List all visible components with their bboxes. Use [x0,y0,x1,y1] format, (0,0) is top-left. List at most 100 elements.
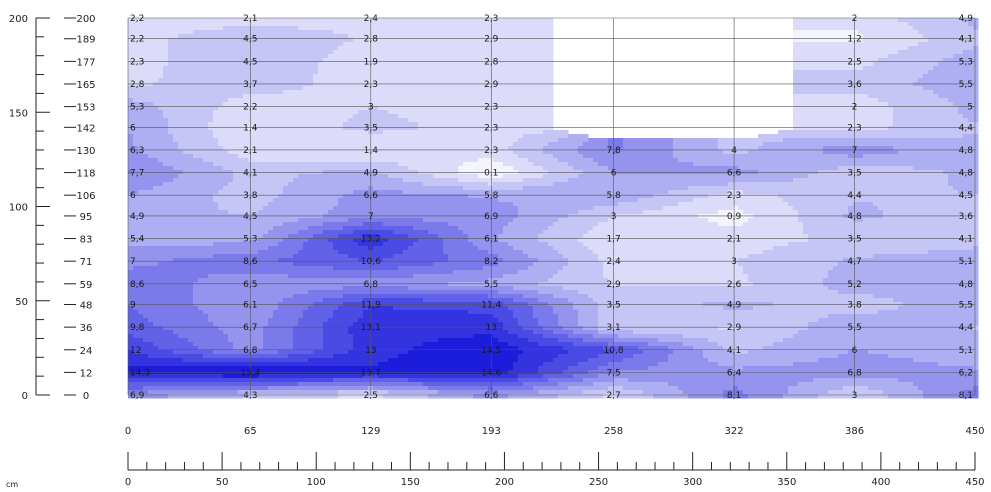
heat-cell [193,98,199,103]
heat-cell [178,146,184,151]
heat-cell [418,142,424,147]
heat-cell [463,26,469,31]
heat-cell [813,126,819,131]
heat-cell [408,102,414,107]
heat-cell [278,74,284,79]
heat-cell [718,142,724,147]
heat-cell [643,142,649,147]
heat-cell [163,134,169,139]
heat-cell [283,110,289,115]
heat-cell [268,166,274,171]
heat-cell [283,138,289,143]
heat-cell [493,138,499,143]
heat-cell [388,134,394,139]
heat-cell [218,106,224,111]
heat-cell [373,86,379,91]
heat-cell [853,62,859,67]
heat-cell [573,154,579,159]
heat-cell [868,130,874,135]
heat-cell [343,134,349,139]
heat-cell [688,154,694,159]
heat-cell [893,142,899,147]
heat-cell [428,166,434,171]
heat-cell [388,94,394,99]
heat-cell [258,150,264,155]
heat-cell [263,34,269,39]
heat-cell [613,158,619,163]
heat-cell [338,166,344,171]
heat-cell [173,50,179,55]
heat-cell [403,142,409,147]
heat-cell [323,134,329,139]
heat-cell [523,94,529,99]
heat-cell [928,98,934,103]
heat-cell [518,50,524,55]
heat-cell [648,162,654,167]
heat-cell [463,18,469,23]
heat-cell [398,38,404,43]
heat-cell [203,90,209,95]
heat-cell [878,46,884,51]
heat-cell [288,150,294,155]
heat-cell [743,162,749,167]
heat-cell [703,162,709,167]
heat-cell [498,58,504,63]
heat-cell [433,134,439,139]
heat-cell [338,158,344,163]
heat-cell [863,86,869,91]
heat-cell [818,54,824,59]
heat-cell [323,42,329,47]
heat-cell [898,58,904,63]
heat-cell [523,30,529,35]
heat-cell [238,130,244,135]
heat-cell [593,154,599,159]
heat-cell [163,106,169,111]
heat-cell [243,26,249,31]
heat-cell [238,110,244,115]
heat-cell [443,114,449,119]
heat-cell [313,146,319,151]
heat-cell [928,142,934,147]
heat-cell [838,62,844,67]
heat-cell [538,22,544,27]
heat-cell [298,58,304,63]
heat-cell [138,122,144,127]
heat-cell [448,106,454,111]
heat-cell [863,54,869,59]
heat-cell [373,114,379,119]
heat-cell [468,110,474,115]
heat-cell [388,46,394,51]
heat-cell [403,74,409,79]
heat-cell [258,158,264,163]
heat-cell [243,102,249,107]
heat-cell [863,62,869,67]
heat-cell [643,166,649,171]
heat-cell [498,130,504,135]
heat-cell [168,166,174,171]
heat-cell [428,150,434,155]
heat-cell [498,74,504,79]
heat-cell [503,90,509,95]
heat-cell [528,30,534,35]
heat-cell [483,26,489,31]
heat-cell [848,34,854,39]
heat-cell [518,66,524,71]
heat-cell [138,50,144,55]
heat-cell [518,22,524,27]
heat-cell [243,146,249,151]
heat-cell [338,26,344,31]
heat-cell [483,58,489,63]
heat-cell [193,114,199,119]
heat-cell [863,126,869,131]
heat-cell [918,102,924,107]
heat-cell [958,66,964,71]
heat-cell [793,62,799,67]
heat-cell [233,134,239,139]
heat-cell [828,54,834,59]
heat-cell [923,34,929,39]
heat-cell [403,130,409,135]
heat-cell [798,30,804,35]
heat-cell [583,146,589,151]
heat-cell [158,146,164,151]
heat-cell [903,114,909,119]
